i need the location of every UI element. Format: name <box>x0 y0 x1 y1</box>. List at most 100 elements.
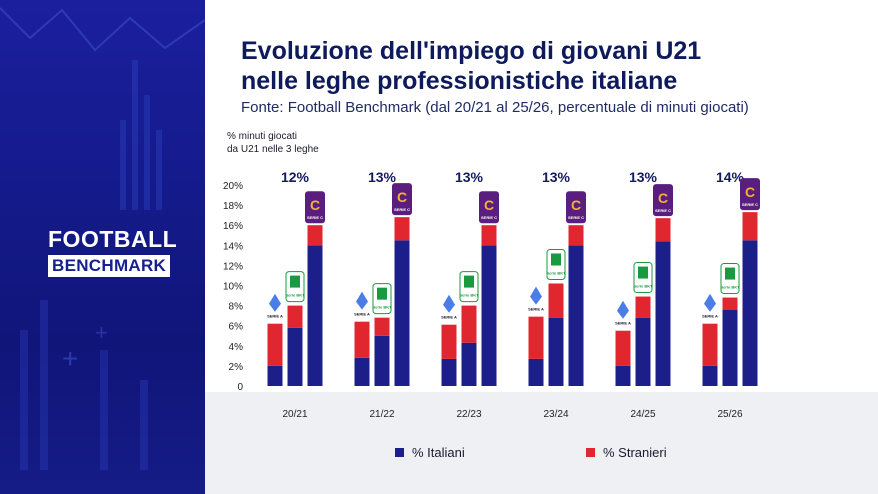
chart-panel: Evoluzione dell'impiego di giovani U21 n… <box>205 0 878 494</box>
serie-c-logo-letter: C <box>571 197 581 213</box>
legend-swatch-stranieri <box>586 447 595 457</box>
x-tick-label: 25/26 <box>717 409 742 420</box>
y-tick-label: 8% <box>229 302 244 313</box>
bar-italiani <box>481 245 497 386</box>
y-axis-label-line-2: da U21 nelle 3 leghe <box>227 144 319 155</box>
legend-label-italiani: % Italiani <box>412 444 465 460</box>
y-tick-label: 16% <box>223 221 243 232</box>
bar-stranieri <box>548 283 564 318</box>
serie-c-logo-text: SERIE C <box>481 215 497 220</box>
serie-a-logo-text: SERIE A <box>702 314 718 319</box>
serie-b-logo-mark <box>377 287 387 300</box>
bar-italiani <box>722 309 738 386</box>
bar-stranieri <box>441 324 457 359</box>
serie-a-logo <box>356 291 368 310</box>
serie-c-logo <box>653 184 673 217</box>
total-label: 13% <box>368 169 397 185</box>
serie-c-logo <box>740 178 760 211</box>
serie-a-logo-text: SERIE A <box>354 312 370 317</box>
bar-stranieri <box>702 323 718 366</box>
legend-item-stranieri: % Stranieri <box>586 444 667 460</box>
serie-c-logo-text: SERIE C <box>394 207 410 212</box>
serie-c-logo-letter: C <box>310 197 320 213</box>
bar-stranieri <box>635 296 651 318</box>
bar-italiani <box>441 358 457 386</box>
y-tick-label: 2% <box>229 362 244 373</box>
y-tick-label: 4% <box>229 342 244 353</box>
serie-b-logo-text: Serie BKT <box>372 305 392 310</box>
brand-line-2: BENCHMARK <box>48 255 171 277</box>
chart-title: Evoluzione dell'impiego di giovani U21 n… <box>241 36 861 96</box>
serie-a-logo-text: SERIE A <box>528 307 544 312</box>
serie-b-logo-text: Serie BKT <box>633 284 653 289</box>
x-tick-label: 24/25 <box>630 409 655 420</box>
serie-c-logo-text: SERIE C <box>655 208 671 213</box>
x-tick-label: 21/22 <box>369 409 394 420</box>
legend-item-italiani: % Italiani <box>395 444 465 460</box>
bar-italiani <box>702 365 718 386</box>
bar-italiani <box>354 357 370 386</box>
y-tick-label: 14% <box>223 241 243 252</box>
serie-c-logo <box>392 183 412 216</box>
total-label: 13% <box>629 169 658 185</box>
bar-italiani <box>394 240 410 386</box>
bar-stranieri <box>287 305 303 328</box>
bar-italiani <box>374 335 390 386</box>
serie-c-logo-letter: C <box>745 184 755 200</box>
serie-b-logo-mark <box>551 253 561 266</box>
serie-c-logo <box>566 191 586 224</box>
y-tick-label: 6% <box>229 322 244 333</box>
legend-label-stranieri: % Stranieri <box>603 444 667 460</box>
x-tick-label: 22/23 <box>456 409 481 420</box>
bar-stranieri <box>267 323 283 366</box>
serie-a-logo <box>530 286 542 305</box>
serie-c-logo <box>479 191 499 224</box>
svg-text:+: + <box>62 343 78 374</box>
serie-c-logo-text: SERIE C <box>568 215 584 220</box>
bar-stranieri <box>307 225 323 246</box>
bar-stranieri <box>394 217 410 241</box>
serie-b-logo-text: Serie BKT <box>546 270 566 275</box>
bar-italiani <box>742 240 758 386</box>
x-tick-label: 20/21 <box>282 409 307 420</box>
bar-stranieri <box>615 330 631 366</box>
y-axis-label-line-1: % minuti giocati <box>227 131 298 142</box>
bar-stranieri <box>742 212 758 241</box>
footer-band <box>205 392 878 494</box>
serie-b-logo-mark <box>638 266 648 279</box>
x-tick-label: 23/24 <box>543 409 568 420</box>
y-tick-label: 10% <box>223 282 243 293</box>
bar-italiani <box>548 317 564 386</box>
stadium-background-graphic: + + <box>0 7 205 470</box>
bar-stranieri <box>722 297 738 310</box>
bar-italiani <box>307 245 323 386</box>
serie-a-logo <box>704 293 716 312</box>
serie-c-logo-text: SERIE C <box>307 215 323 220</box>
chart-subtitle: Fonte: Football Benchmark (dal 20/21 al … <box>241 99 749 116</box>
bar-stranieri <box>528 316 544 359</box>
serie-a-logo-text: SERIE A <box>441 315 457 320</box>
serie-c-logo-letter: C <box>397 189 407 205</box>
y-axis-label: % minuti giocati da U21 nelle 3 leghe <box>227 130 387 156</box>
bar-italiani <box>528 358 544 386</box>
serie-b-logo-mark <box>290 275 300 288</box>
football-benchmark-logo: FOOTBALL BENCHMARK <box>48 226 190 277</box>
bar-italiani <box>568 245 584 386</box>
y-tick-label: 18% <box>223 201 243 212</box>
bar-italiani <box>461 342 477 386</box>
serie-c-logo <box>305 191 325 224</box>
serie-b-logo-text: Serie BKT <box>459 293 479 298</box>
serie-b-logo-text: Serie BKT <box>720 285 740 290</box>
bar-stranieri <box>461 305 477 343</box>
serie-c-logo-letter: C <box>484 197 494 213</box>
total-label: 12% <box>281 169 310 185</box>
serie-a-logo <box>617 300 629 319</box>
serie-a-logo <box>443 294 455 313</box>
serie-b-logo-mark <box>725 267 735 280</box>
y-tick-label: 12% <box>223 261 243 272</box>
bar-stranieri <box>655 218 671 242</box>
bar-stranieri <box>568 225 584 246</box>
serie-a-logo-text: SERIE A <box>615 321 631 326</box>
bar-italiani <box>267 365 283 386</box>
